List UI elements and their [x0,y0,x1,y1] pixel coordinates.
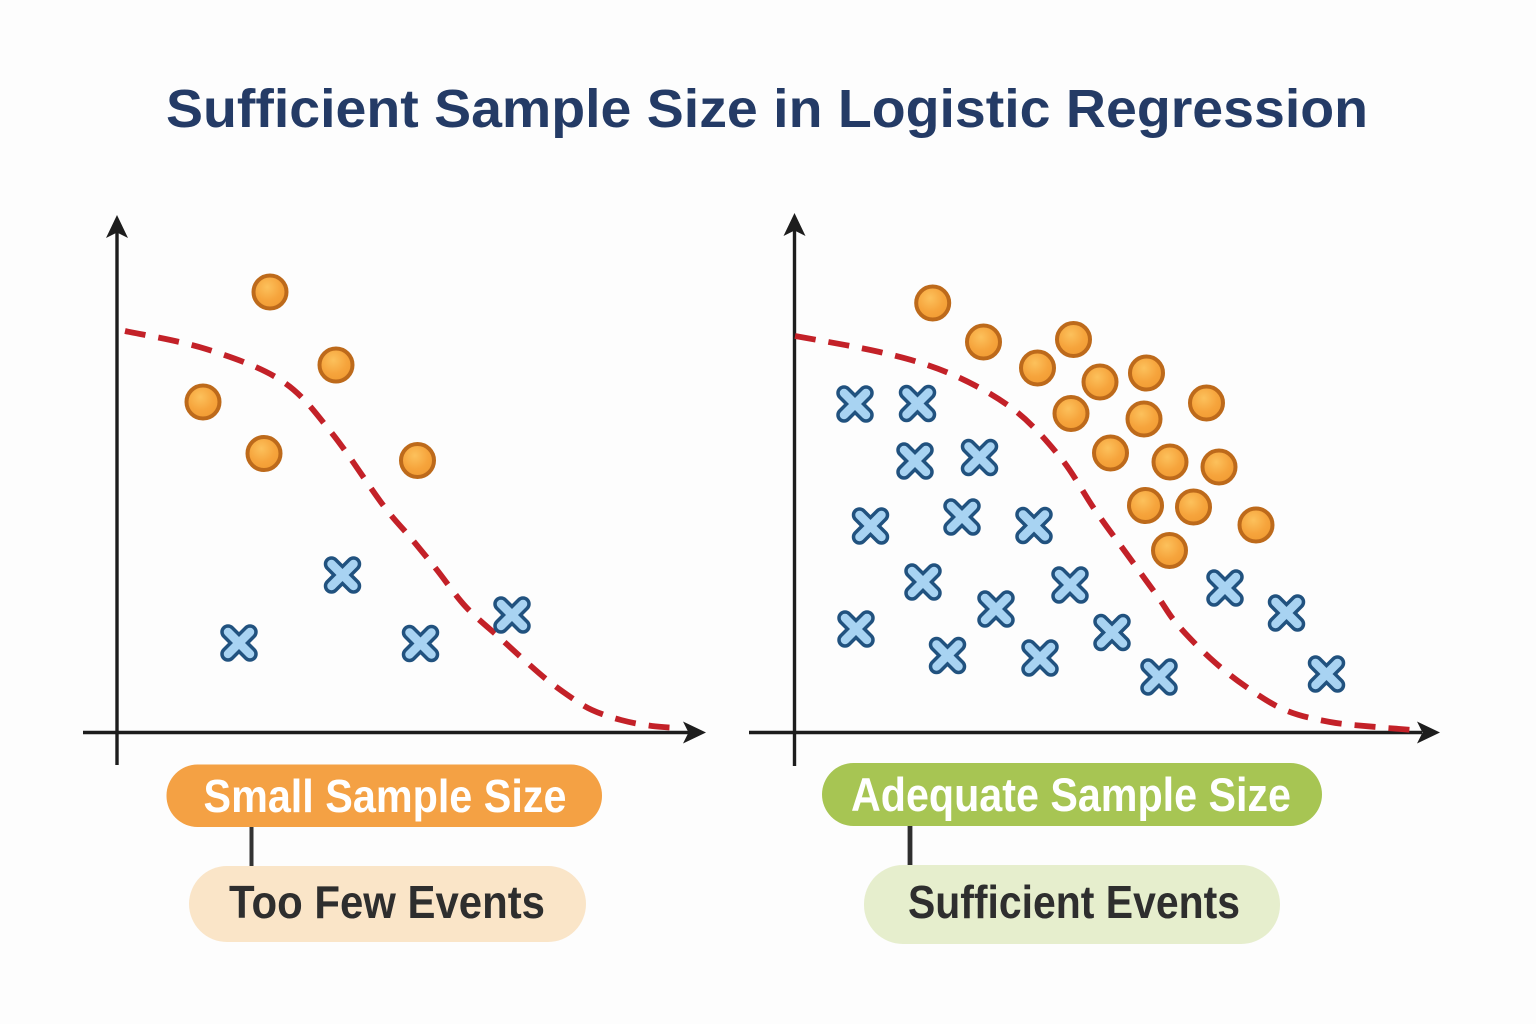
svg-text:Sufficient Sample Size in Logi: Sufficient Sample Size in Logistic Regre… [166,79,1368,139]
svg-text:Sufficient Events: Sufficient Events [908,876,1240,928]
svg-text:Small Sample Size: Small Sample Size [204,770,567,822]
svg-text:Adequate Sample Size: Adequate Sample Size [851,768,1291,821]
svg-text:Too Few Events: Too Few Events [229,876,545,928]
